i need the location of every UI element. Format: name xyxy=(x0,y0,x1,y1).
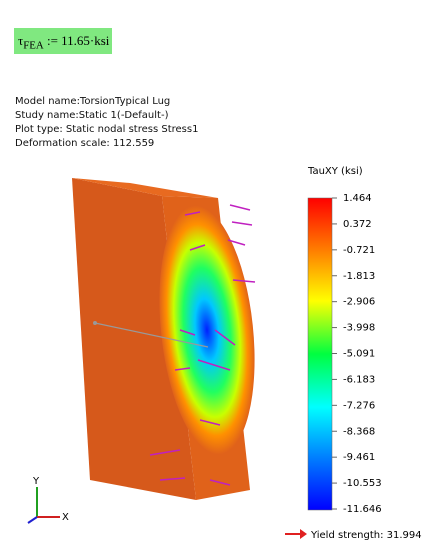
legend-label: -7.276 xyxy=(343,400,375,411)
yield-arrow xyxy=(285,529,307,539)
legend-label: -10.553 xyxy=(343,478,382,489)
part-model xyxy=(72,178,256,500)
formula: τFEA := 11.65·ksi xyxy=(14,28,112,54)
triad-x: X xyxy=(62,512,69,523)
legend-label: -9.461 xyxy=(343,452,375,463)
color-bar xyxy=(307,197,333,511)
info-line: Deformation scale: 112.559 xyxy=(15,138,155,149)
legend-label: -2.906 xyxy=(343,297,375,308)
legend-label: -5.091 xyxy=(343,349,375,360)
triad: Y X xyxy=(27,476,69,524)
formula-rest: := 11.65·ksi xyxy=(46,33,110,48)
yield-strength: Yield strength: 31.994 xyxy=(310,530,422,541)
legend-label: -3.998 xyxy=(343,323,375,334)
info-line: Model name:TorsionTypical Lug xyxy=(15,96,171,107)
formula-symbol: τ xyxy=(18,33,24,48)
info-line: Plot type: Static nodal stress Stress1 xyxy=(15,124,199,135)
legend-label: -6.183 xyxy=(343,374,375,385)
legend-label: 0.372 xyxy=(343,219,372,230)
legend-label: 1.464 xyxy=(343,193,372,204)
legend-label: -0.721 xyxy=(343,245,375,256)
formula-subscript: FEA xyxy=(23,39,44,52)
legend-title: TauXY (ksi) xyxy=(307,166,363,177)
legend-label: -1.813 xyxy=(343,271,375,282)
legend-label: -8.368 xyxy=(343,426,375,437)
info-line: Study name:Static 1(-Default-) xyxy=(15,110,169,121)
triad-y: Y xyxy=(32,476,40,487)
legend-label: -11.646 xyxy=(343,504,382,515)
